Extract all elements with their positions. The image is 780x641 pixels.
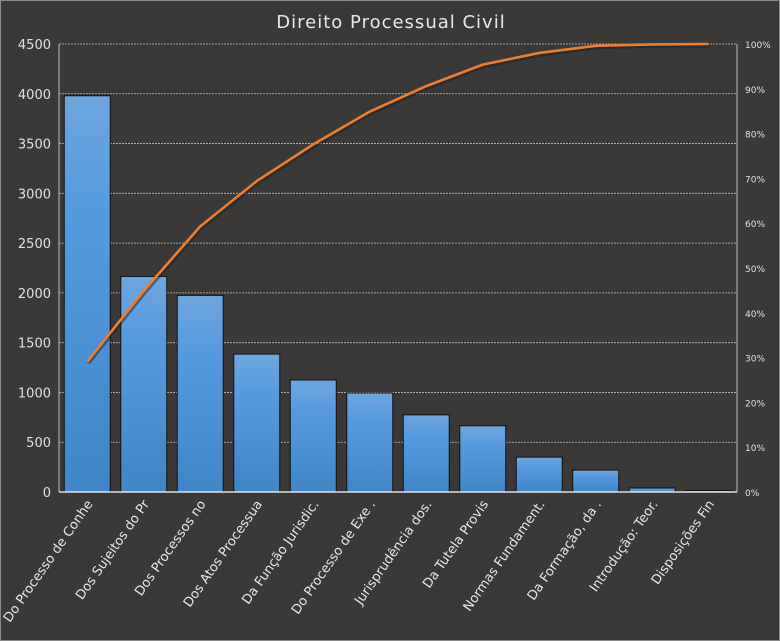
x-tick-label: Disposições Fin (649, 498, 718, 588)
y-tick-label: 2000 (18, 287, 51, 302)
y2-tick-label: 0% (745, 489, 760, 499)
y2-tick-label: 100% (745, 41, 771, 51)
y-tick-label: 500 (26, 436, 51, 451)
bar (120, 275, 168, 493)
y-tick-label: 3500 (18, 138, 51, 153)
y2-tick-label: 30% (745, 355, 765, 365)
y2-tick-label: 50% (745, 265, 765, 275)
y2-tick-label: 10% (745, 444, 765, 454)
bar (459, 425, 507, 493)
bar (289, 379, 337, 493)
y-tick-label: 3000 (18, 187, 51, 202)
bar (176, 294, 224, 493)
line-shadow (86, 43, 710, 365)
bar (572, 469, 620, 493)
y-tick-label: 2500 (18, 237, 51, 252)
y2-tick-label: 90% (745, 86, 765, 96)
y-tick-label: 1000 (18, 386, 51, 401)
y-tick-label: 1500 (18, 337, 51, 352)
cumulative-line (86, 42, 709, 363)
y2-tick-label: 80% (745, 131, 765, 141)
y2-tick-label: 40% (745, 310, 765, 320)
y2-tick-label: 60% (745, 220, 765, 230)
y-tick-label: 4500 (18, 38, 51, 53)
x-tick-label: Do Processo de Conhe (1, 498, 97, 626)
bar (63, 95, 111, 493)
bar (515, 456, 563, 493)
y2-tick-label: 70% (745, 175, 765, 185)
bar (233, 353, 281, 493)
chart-title: Direito Processual Civil (276, 12, 505, 33)
bar (402, 414, 450, 493)
y2-tick-label: 20% (745, 399, 765, 409)
y-tick-label: 0 (43, 486, 51, 501)
bar (346, 392, 394, 493)
y-tick-label: 4000 (18, 88, 51, 103)
